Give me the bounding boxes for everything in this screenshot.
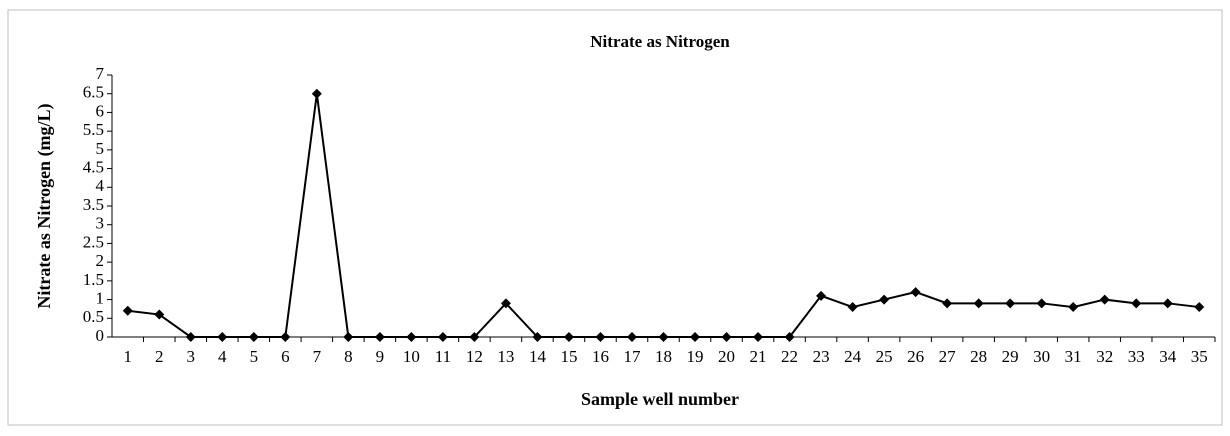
x-tick-label: 33 xyxy=(1128,347,1145,366)
marker xyxy=(784,332,795,342)
y-tick-label: 5.5 xyxy=(83,120,104,139)
marker xyxy=(816,290,827,301)
x-tick-label: 2 xyxy=(155,347,164,366)
x-tick-label: 13 xyxy=(497,347,514,366)
x-tick-label: 16 xyxy=(592,347,609,366)
marker xyxy=(910,287,921,298)
y-tick-label: 6.5 xyxy=(83,83,104,102)
marker xyxy=(311,88,322,99)
marker xyxy=(563,332,574,342)
marker xyxy=(1099,294,1110,305)
marker xyxy=(437,332,448,342)
x-tick-label: 17 xyxy=(623,347,641,366)
y-axis-label: Nitrate as Nitrogen (mg/L) xyxy=(34,103,55,308)
marker xyxy=(500,298,511,309)
x-tick-label: 22 xyxy=(781,347,798,366)
y-tick-label: 3 xyxy=(96,214,105,233)
marker xyxy=(690,332,701,342)
x-tick-label: 28 xyxy=(970,347,987,366)
y-tick-label: 3.5 xyxy=(83,195,104,214)
x-tick-label: 30 xyxy=(1033,347,1050,366)
marker xyxy=(879,294,890,305)
x-tick-label: 32 xyxy=(1096,347,1113,366)
x-tick-label: 4 xyxy=(218,347,227,366)
y-tick-label: 5 xyxy=(96,139,105,158)
y-tick-label: 1 xyxy=(96,288,105,307)
marker xyxy=(1036,298,1047,309)
x-tick-label: 27 xyxy=(939,347,957,366)
x-tick-label: 18 xyxy=(655,347,672,366)
marker xyxy=(847,302,858,313)
y-tick-label: 7 xyxy=(96,64,105,83)
x-tick-label: 10 xyxy=(403,347,420,366)
marker xyxy=(1005,298,1016,309)
x-tick-label: 19 xyxy=(687,347,704,366)
x-tick-label: 35 xyxy=(1191,347,1208,366)
marker xyxy=(469,332,480,342)
marker xyxy=(973,298,984,309)
x-tick-label: 29 xyxy=(1002,347,1019,366)
x-tick-label: 12 xyxy=(466,347,483,366)
marker xyxy=(1162,298,1173,309)
x-tick-label: 14 xyxy=(529,347,547,366)
x-tick-label: 6 xyxy=(281,347,290,366)
marker xyxy=(626,332,637,342)
marker xyxy=(658,332,669,342)
marker xyxy=(721,332,732,342)
x-tick-label: 9 xyxy=(376,347,385,366)
marker xyxy=(248,332,259,342)
y-tick-label: 1.5 xyxy=(83,270,104,289)
marker xyxy=(1068,302,1079,313)
y-tick-label: 0 xyxy=(96,326,105,345)
x-tick-label: 3 xyxy=(187,347,196,366)
marker xyxy=(185,332,196,342)
marker xyxy=(753,332,764,342)
x-tick-label: 34 xyxy=(1159,347,1177,366)
x-tick-label: 21 xyxy=(750,347,767,366)
x-tick-label: 11 xyxy=(435,347,451,366)
marker xyxy=(406,332,417,342)
marker xyxy=(532,332,543,342)
marker xyxy=(122,305,133,316)
marker xyxy=(343,332,354,342)
x-tick-label: 25 xyxy=(876,347,893,366)
marker xyxy=(280,332,291,342)
chart-title: Nitrate as Nitrogen xyxy=(590,32,730,51)
y-tick-label: 2.5 xyxy=(83,232,104,251)
x-tick-label: 15 xyxy=(560,347,577,366)
y-tick-label: 0.5 xyxy=(83,307,104,326)
marker xyxy=(217,332,228,342)
x-tick-label: 23 xyxy=(813,347,830,366)
y-tick-label: 4 xyxy=(96,176,105,195)
y-tick-label: 6 xyxy=(96,101,105,120)
marker xyxy=(942,298,953,309)
x-tick-label: 20 xyxy=(718,347,735,366)
x-tick-label: 24 xyxy=(844,347,862,366)
x-tick-label: 1 xyxy=(124,347,133,366)
y-tick-label: 2 xyxy=(96,251,105,270)
x-tick-label: 26 xyxy=(907,347,924,366)
x-tick-label: 8 xyxy=(344,347,353,366)
y-tick-label: 4.5 xyxy=(83,157,104,176)
x-axis-label: Sample well number xyxy=(581,389,739,409)
chart-frame xyxy=(7,9,1223,426)
x-tick-label: 7 xyxy=(313,347,322,366)
marker xyxy=(374,332,385,342)
marker xyxy=(1194,302,1205,313)
marker xyxy=(1131,298,1142,309)
x-tick-label: 5 xyxy=(250,347,259,366)
x-tick-label: 31 xyxy=(1065,347,1082,366)
marker xyxy=(595,332,606,342)
marker xyxy=(154,309,165,320)
